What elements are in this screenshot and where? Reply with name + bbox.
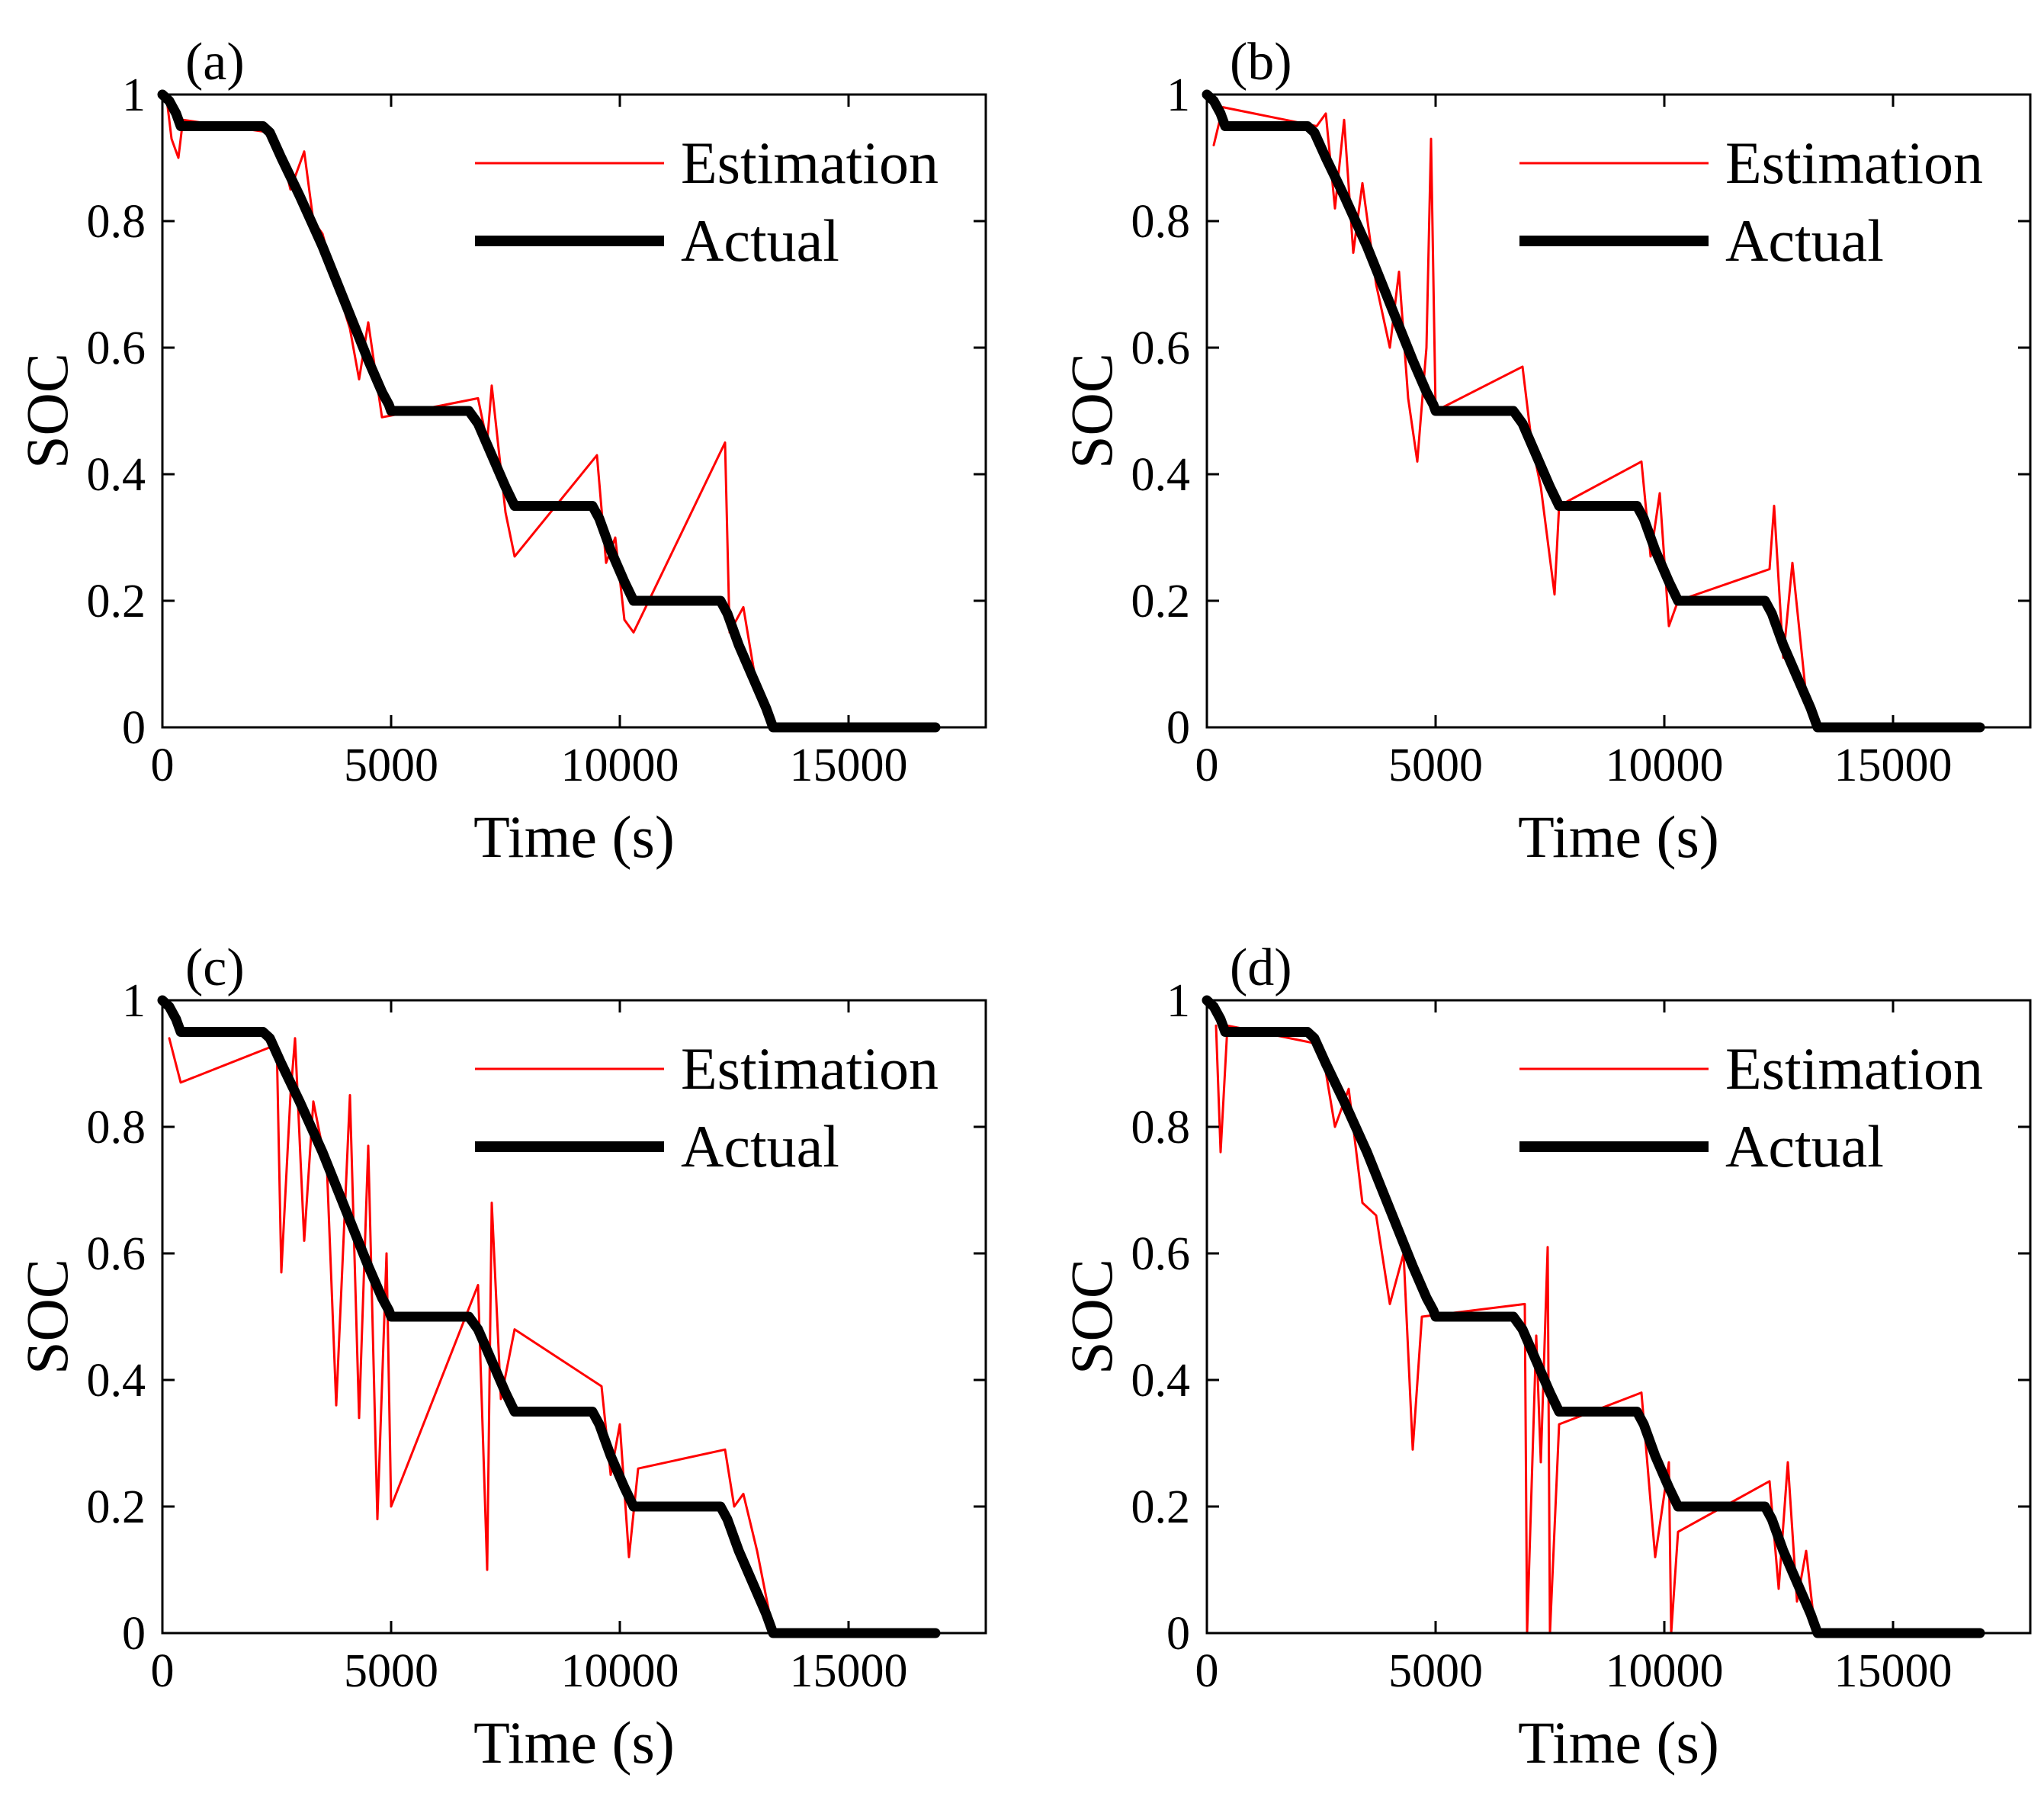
panel-a: 0 5000 10000 15000 0 0.2 0.4 0.6 0.8 1 Time (s) SOC… (14, 33, 987, 870)
series-line-actual (157, 89, 941, 733)
legend: Estimation Actual (1519, 130, 1983, 274)
x-tick-label: 15000 (790, 740, 908, 791)
y-tick-label: 0 (122, 1608, 146, 1660)
panel-b: 0 5000 10000 15000 0 0.2 0.4 0.6 0.8 1 Time (s) SOC… (1058, 33, 2032, 870)
panel-d: 0 5000 10000 15000 0 0.2 0.4 0.6 0.8 1 Time (s) SOC… (1058, 939, 2032, 1776)
legend-label-estimation: Estimation (681, 1035, 939, 1102)
y-tick-label: 0.4 (87, 1355, 146, 1407)
y-tick-label: 1 (1166, 69, 1190, 121)
x-tick-label: 5000 (344, 740, 438, 791)
x-tick-label: 5000 (1388, 740, 1483, 791)
axes-box (1205, 93, 2032, 729)
x-axis-label: Time (s) (473, 1709, 675, 1776)
y-tick-label: 0.6 (1131, 1228, 1191, 1280)
x-axis-label: Time (s) (1518, 804, 1719, 870)
y-tick-label: 0 (1166, 1608, 1190, 1660)
y-tick-label: 1 (1166, 975, 1190, 1027)
y-tick-label: 0.2 (1131, 576, 1191, 627)
y-tick-label: 0.8 (87, 196, 146, 248)
y-tick-label: 0.4 (1131, 1355, 1191, 1407)
x-tick-label: 5000 (344, 1645, 438, 1697)
y-tick-label: 1 (122, 975, 146, 1027)
series-line-actual (1202, 89, 1985, 733)
series-line-actual (157, 995, 941, 1638)
y-tick-label: 0.6 (87, 322, 146, 374)
y-tick-label: 1 (122, 69, 146, 121)
x-tick-label: 10000 (1606, 1645, 1724, 1697)
y-axis-label: SOC (1058, 1259, 1125, 1375)
x-tick-label: 15000 (1834, 740, 1953, 791)
y-tick-label: 0.2 (87, 1481, 146, 1533)
y-tick-label: 0 (1166, 702, 1190, 754)
x-tick-label: 15000 (790, 1645, 908, 1697)
axes-box (161, 999, 987, 1635)
x-axis-label: Time (s) (1518, 1709, 1719, 1776)
x-tick-label: 0 (151, 740, 175, 791)
y-tick-label: 0.2 (87, 576, 146, 627)
panel-label: (b) (1230, 33, 1292, 91)
x-tick-label: 0 (151, 1645, 175, 1697)
legend-label-actual: Actual (1725, 207, 1884, 274)
legend: Estimation Actual (475, 130, 939, 274)
panel-label: (c) (185, 939, 245, 997)
x-tick-label: 15000 (1834, 1645, 1953, 1697)
y-tick-label: 0.8 (1131, 196, 1191, 248)
series-line-estimation (168, 1037, 772, 1622)
panel-label: (d) (1230, 939, 1292, 997)
y-axis-label: SOC (14, 1259, 80, 1375)
y-tick-label: 0.4 (87, 449, 146, 501)
x-tick-label: 0 (1195, 1645, 1219, 1697)
y-tick-label: 0.8 (1131, 1102, 1191, 1154)
legend: Estimation Actual (475, 1035, 939, 1179)
y-tick-label: 0.4 (1131, 449, 1191, 501)
y-axis-label: SOC (14, 353, 80, 469)
y-tick-label: 0.2 (1131, 1481, 1191, 1533)
legend: Estimation Actual (1519, 1035, 1983, 1179)
series-line-actual (1202, 995, 1985, 1638)
legend-label-actual: Actual (1725, 1113, 1884, 1179)
x-tick-label: 10000 (1606, 740, 1724, 791)
x-tick-label: 5000 (1388, 1645, 1483, 1697)
legend-label-estimation: Estimation (1725, 130, 1983, 196)
axes-box (161, 93, 987, 729)
x-axis-label: Time (s) (473, 804, 675, 870)
x-tick-label: 0 (1195, 740, 1219, 791)
y-tick-label: 0.6 (1131, 322, 1191, 374)
panel-c: 0 5000 10000 15000 0 0.2 0.4 0.6 0.8 1 Time (s) SOC… (14, 939, 987, 1776)
legend-label-estimation: Estimation (1725, 1035, 1983, 1102)
x-tick-label: 10000 (561, 1645, 679, 1697)
legend-label-estimation: Estimation (681, 130, 939, 196)
y-tick-label: 0.8 (87, 1102, 146, 1154)
y-tick-label: 0 (122, 702, 146, 754)
legend-label-actual: Actual (681, 1113, 839, 1179)
x-tick-label: 10000 (561, 740, 679, 791)
legend-label-actual: Actual (681, 207, 839, 274)
axes-box (1205, 999, 2032, 1635)
y-axis-label: SOC (1058, 353, 1125, 469)
panel-label: (a) (185, 33, 245, 91)
y-tick-label: 0.6 (87, 1228, 146, 1280)
